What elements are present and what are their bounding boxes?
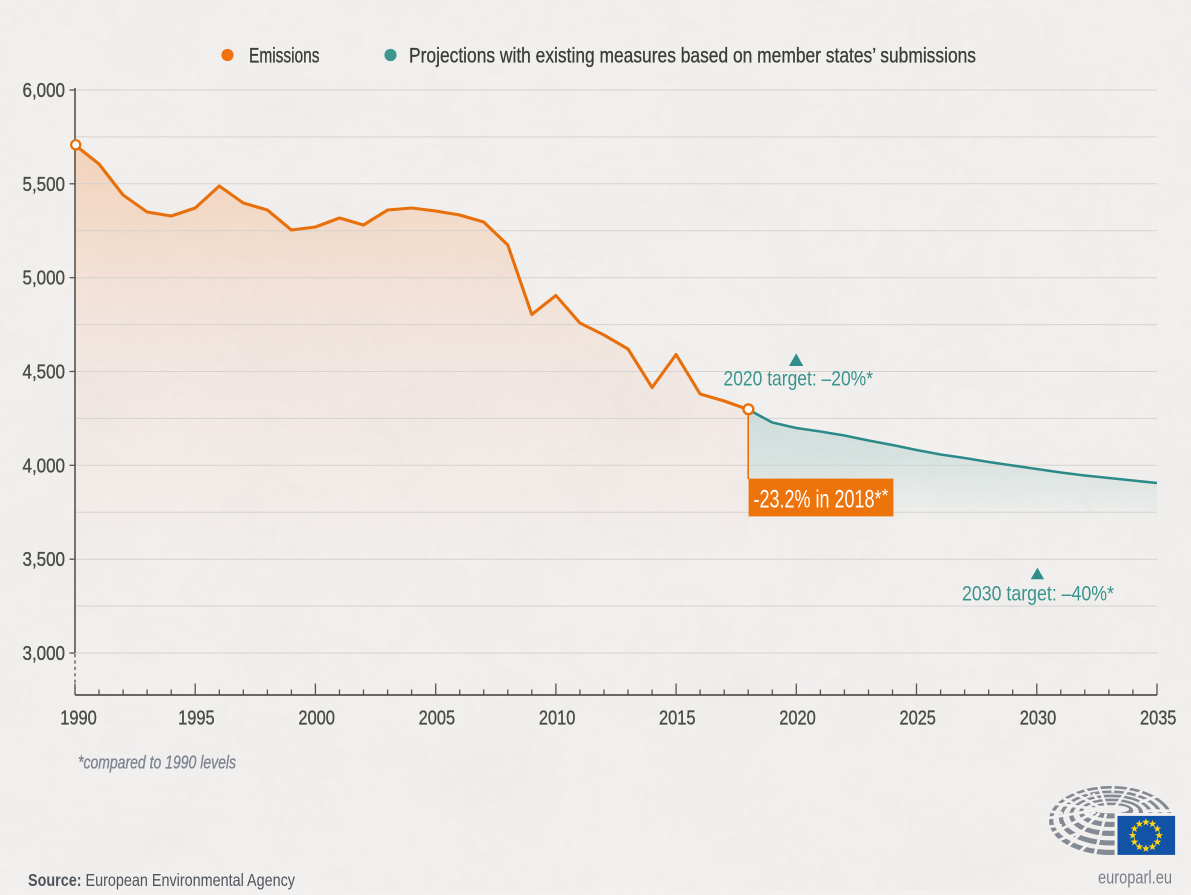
svg-text:5,000: 5,000 xyxy=(23,267,66,290)
svg-text:*: * xyxy=(882,486,889,506)
svg-text:2020: 2020 xyxy=(779,707,816,730)
svg-text:6,000: 6,000 xyxy=(23,79,66,102)
svg-text:2015: 2015 xyxy=(659,707,696,730)
svg-text:1990: 1990 xyxy=(60,707,97,730)
svg-text:4,500: 4,500 xyxy=(23,361,66,384)
svg-text:Emissions: Emissions xyxy=(249,44,320,68)
svg-text:4,000: 4,000 xyxy=(23,454,66,477)
svg-text:europarl.eu: europarl.eu xyxy=(1098,867,1172,888)
svg-text:2010: 2010 xyxy=(539,707,576,730)
svg-text:2030: 2030 xyxy=(1020,707,1057,730)
svg-text:Projections with existing meas: Projections with existing measures based… xyxy=(409,44,976,68)
svg-text:5,500: 5,500 xyxy=(23,173,66,196)
svg-text:1995: 1995 xyxy=(178,707,215,730)
svg-text:-23.2% in 2018*: -23.2% in 2018* xyxy=(754,486,882,514)
svg-text:2025: 2025 xyxy=(899,707,936,730)
svg-text:Source: European Environmental: Source: European Environmental Agency xyxy=(28,870,295,890)
svg-text:2005: 2005 xyxy=(419,707,456,730)
svg-text:2035: 2035 xyxy=(1140,707,1177,730)
svg-text:2000: 2000 xyxy=(298,707,335,730)
svg-text:*compared to 1990 levels: *compared to 1990 levels xyxy=(78,753,236,773)
svg-text:2020 target: –20%*: 2020 target: –20%* xyxy=(724,368,874,391)
svg-text:2030 target: –40%*: 2030 target: –40%* xyxy=(962,583,1114,606)
svg-text:3,000: 3,000 xyxy=(23,642,66,665)
svg-text:3,500: 3,500 xyxy=(23,548,66,571)
